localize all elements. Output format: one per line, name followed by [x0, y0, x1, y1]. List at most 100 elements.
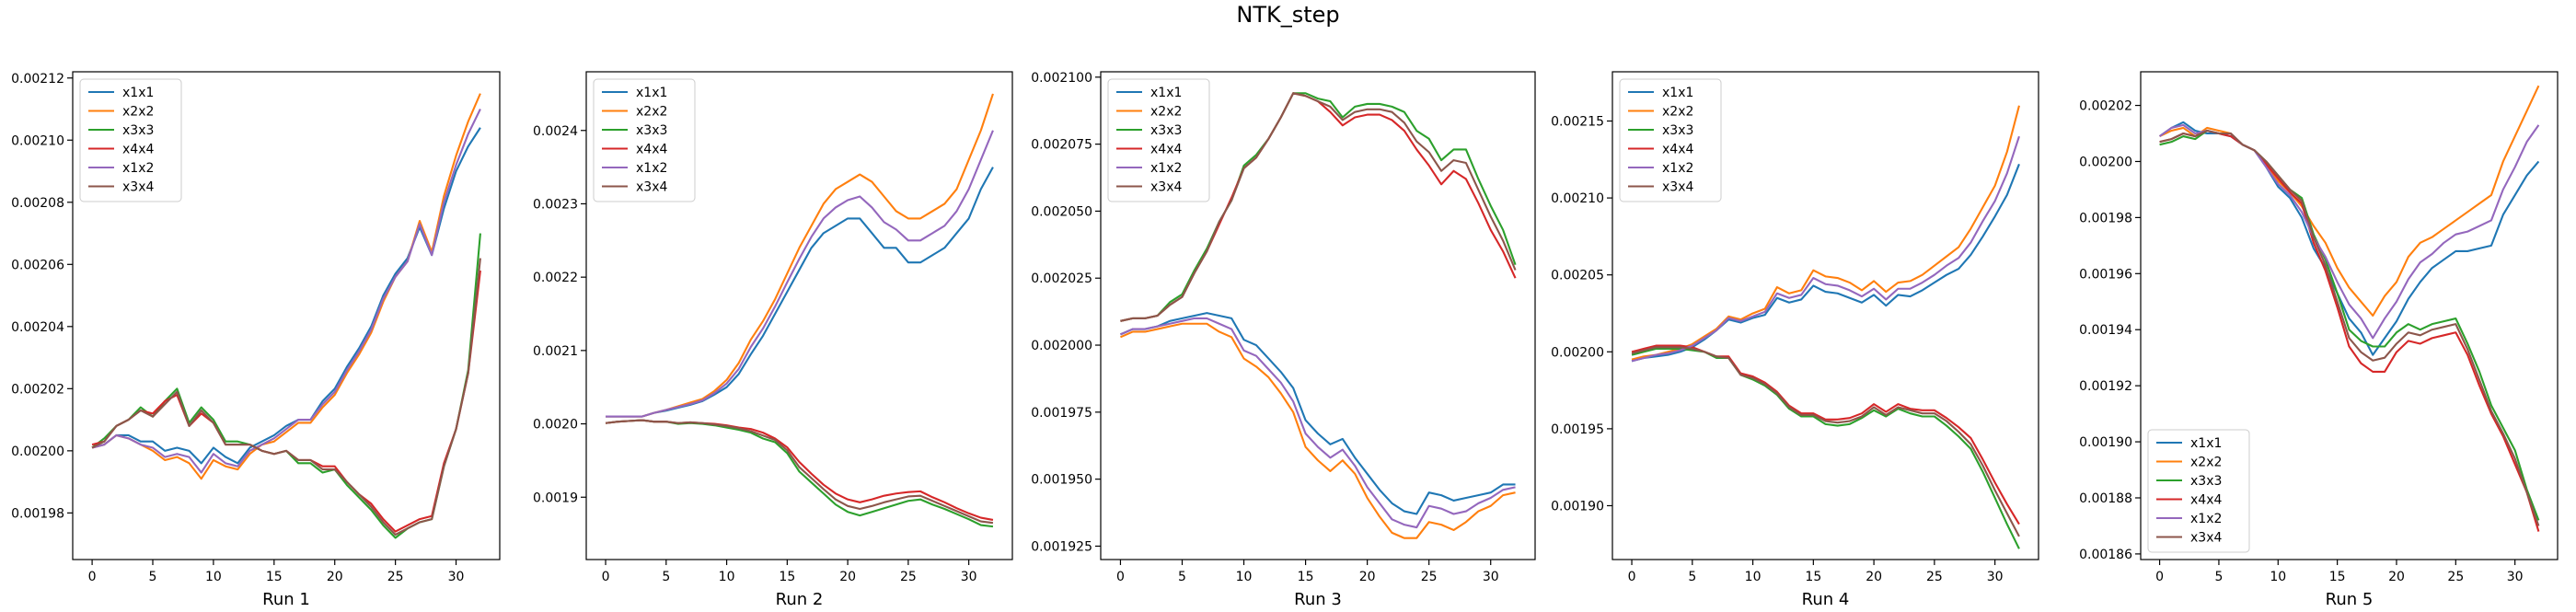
plot-frame [2140, 71, 2559, 560]
x-tick-label: 10 [1236, 570, 1253, 584]
x-tick-label: 20 [327, 570, 343, 584]
y-tick-label: 0.0023 [533, 197, 578, 212]
x-tick-label: 20 [1359, 570, 1376, 584]
x-tick-label: 15 [2329, 570, 2346, 584]
y-tick-label: 0.002050 [1031, 204, 1092, 219]
legend-label: x3x3 [1150, 123, 1182, 138]
x-tick-label: 0 [1628, 570, 1636, 584]
y-tick-label: 0.002000 [1031, 339, 1092, 353]
y-tick-label: 0.00212 [11, 72, 64, 87]
legend-label: x4x4 [1150, 143, 1182, 157]
series-line-x4x4 [91, 270, 481, 533]
y-tick-label: 0.0020 [533, 418, 578, 433]
y-tick-label: 0.002100 [1031, 71, 1092, 86]
series-line-x3x4 [1631, 346, 2020, 537]
series-line-x3x3 [1631, 347, 2020, 549]
x-axis-label: Run 1 [262, 590, 310, 609]
legend-label: x1x1 [636, 86, 667, 100]
legend-label: x1x2 [122, 161, 154, 176]
y-tick-label: 0.0021 [533, 344, 578, 359]
legend-box [593, 78, 696, 202]
y-tick-label: 0.0019 [533, 491, 578, 505]
legend-label: x4x4 [1662, 143, 1693, 157]
x-tick-label: 30 [1483, 570, 1499, 584]
legend-label: x3x3 [122, 123, 154, 138]
legend-label: x3x4 [636, 180, 667, 195]
x-tick-label: 30 [1987, 570, 2004, 584]
legend-box [1619, 78, 1722, 202]
y-tick-label: 0.002075 [1031, 138, 1092, 153]
x-tick-label: 5 [1178, 570, 1186, 584]
series-line-x2x2 [1631, 105, 2020, 361]
y-tick-label: 0.00196 [2079, 267, 2132, 282]
legend-box [79, 78, 182, 202]
series-line-x3x4 [605, 419, 994, 525]
series-line-x4x4 [1631, 344, 2020, 525]
x-tick-label: 25 [900, 570, 917, 584]
x-tick-label: 20 [2388, 570, 2405, 584]
x-tick-label: 10 [2270, 570, 2286, 584]
x-tick-label: 15 [266, 570, 283, 584]
y-tick-label: 0.00186 [2079, 548, 2132, 562]
series-line-x2x2 [2159, 85, 2540, 318]
x-tick-label: 30 [448, 570, 465, 584]
legend-label: x4x4 [2190, 493, 2222, 508]
x-tick-label: 30 [2507, 570, 2524, 584]
legend-label: x1x2 [1662, 161, 1693, 176]
series-line-x3x3 [91, 233, 481, 539]
figure-title: NTK_step [1236, 2, 1340, 28]
legend-label: x4x4 [122, 143, 154, 157]
series-line-x1x1 [1631, 163, 2020, 363]
y-tick-label: 0.00190 [1551, 499, 1604, 514]
y-tick-label: 0.00205 [1551, 269, 1604, 283]
y-tick-label: 0.00200 [11, 445, 64, 459]
series-line-x1x1 [606, 167, 994, 418]
y-tick-label: 0.00206 [11, 258, 64, 272]
y-tick-label: 0.00202 [11, 382, 64, 397]
y-tick-label: 0.00200 [1551, 345, 1604, 360]
x-tick-label: 25 [1421, 570, 1438, 584]
series-line-x1x2 [606, 130, 994, 418]
x-tick-label: 15 [1805, 570, 1821, 584]
series-line-x2x2 [1120, 322, 1516, 539]
plot-frame [585, 71, 1013, 560]
legend-label: x2x2 [122, 105, 154, 120]
x-tick-label: 0 [602, 570, 610, 584]
x-axis-label: Run 4 [1802, 590, 1850, 609]
legend-label: x1x1 [1662, 86, 1693, 100]
x-tick-label: 5 [662, 570, 670, 584]
legend-label: x1x1 [122, 86, 154, 100]
series-line-x1x2 [91, 109, 481, 474]
y-tick-label: 0.00208 [11, 196, 64, 211]
x-tick-label: 20 [1866, 570, 1882, 584]
series-line-x1x2 [2158, 123, 2540, 340]
legend-label: x1x2 [1150, 161, 1182, 176]
legend-box [2147, 429, 2250, 553]
legend-label: x3x3 [636, 123, 667, 138]
legend-label: x3x3 [2190, 474, 2222, 489]
series-line-x1x1 [2158, 121, 2540, 356]
plot-frame [1611, 71, 2039, 560]
x-tick-label: 15 [779, 570, 795, 584]
plot-frame [1100, 71, 1536, 560]
legend-label: x3x4 [1662, 180, 1693, 195]
legend-label: x3x4 [2190, 531, 2222, 546]
y-tick-label: 0.00195 [1551, 422, 1604, 437]
x-axis-label: Run 2 [776, 590, 824, 609]
y-tick-label: 0.0022 [533, 271, 578, 285]
y-tick-label: 0.00202 [2079, 99, 2132, 114]
y-tick-label: 0.00215 [1551, 115, 1604, 130]
x-tick-label: 5 [149, 570, 157, 584]
y-tick-label: 0.001925 [1031, 539, 1092, 554]
series-line-x3x4 [91, 258, 481, 537]
y-tick-label: 0.0024 [533, 124, 578, 139]
x-tick-label: 0 [88, 570, 97, 584]
y-tick-label: 0.00188 [2079, 491, 2132, 506]
x-axis-label: Run 3 [1294, 590, 1342, 609]
series-line-x1x2 [1120, 317, 1516, 529]
x-tick-label: 0 [1116, 570, 1125, 584]
y-tick-label: 0.00210 [1551, 191, 1604, 206]
legend-label: x2x2 [1150, 105, 1182, 120]
x-tick-label: 15 [1298, 570, 1314, 584]
